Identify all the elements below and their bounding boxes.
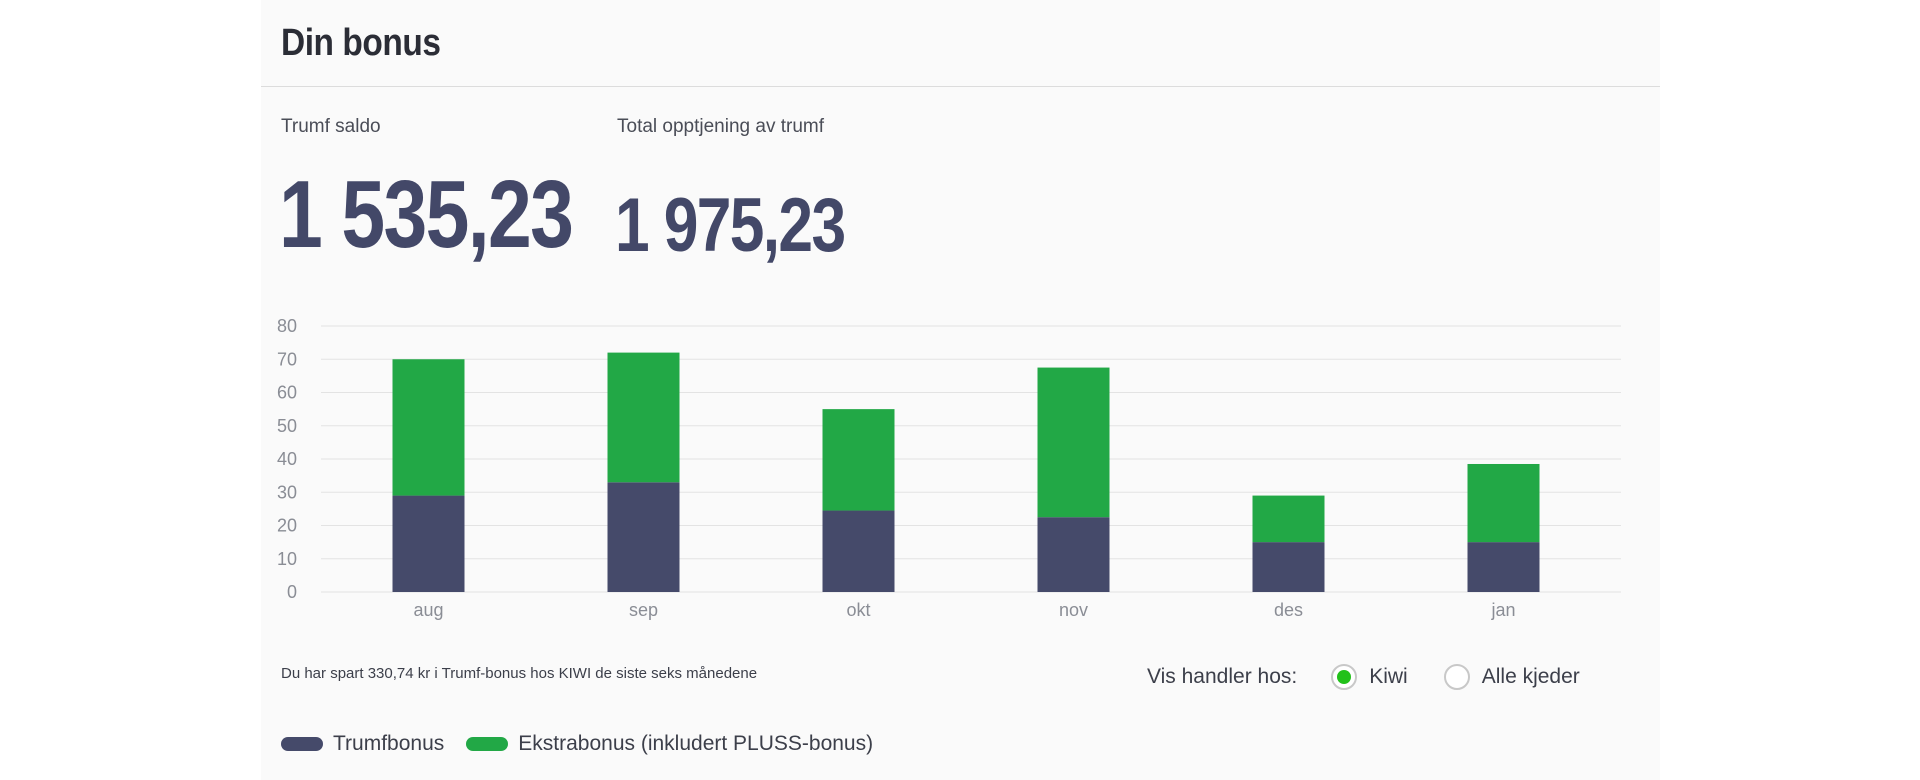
radio-alle-kjeder[interactable]: Alle kjeder [1443,664,1580,690]
y-tick-label: 0 [287,582,297,602]
bar-trumfbonus-jan [1467,542,1540,592]
stacked-bar-chart: 0 10 20 30 40 50 60 70 80 aug sep okt nov des jan [277,316,1621,620]
x-tick-label: aug [413,600,443,620]
y-tick-label: 70 [277,349,297,369]
radio-circle-icon [1443,664,1470,690]
savings-footnote: Du har spart 330,74 kr i Trumf-bonus hos… [281,665,758,682]
radio-selected-dot-icon [1337,670,1352,684]
page-title: Din bonus [281,22,441,64]
bar-trumfbonus-aug [392,495,465,592]
y-tick-label: 10 [277,549,297,569]
legend-item-trumfbonus: Trumfbonus [281,732,444,756]
legend-label-ekstrabonus: Ekstrabonus (inkludert PLUSS-bonus) [518,732,874,755]
radio-label-kiwi: Kiwi [1369,665,1408,688]
x-tick-label: okt [846,600,870,620]
filter-label: Vis handler hos: [1147,665,1298,688]
saldo-label: Trumf saldo [281,116,381,137]
y-tick-label: 20 [277,516,297,536]
y-tick-label: 60 [277,383,297,403]
bar-trumfbonus-okt [822,510,895,592]
x-tick-label: nov [1059,600,1088,620]
x-tick-label: sep [629,600,658,620]
bar-ekstrabonus-sep [607,352,680,483]
radio-unselected-dot-icon [1450,670,1464,684]
pill-swatch-green-icon [466,737,509,751]
bar-ekstrabonus-nov [1037,367,1110,518]
bar-ekstrabonus-aug [392,359,465,496]
x-tick-label: des [1274,600,1303,620]
saldo-value: 1 535,23 [279,161,574,268]
radio-label-alle-kjeder: Alle kjeder [1481,665,1580,688]
radio-kiwi[interactable]: Kiwi [1331,664,1408,690]
x-tick-label: jan [1490,600,1515,620]
bar-trumfbonus-sep [607,482,680,592]
chart-legend: Trumfbonus Ekstrabonus (inkludert PLUSS-… [281,732,895,756]
y-tick-label: 50 [277,416,297,436]
bar-ekstrabonus-des [1252,495,1325,543]
legend-label-trumfbonus: Trumfbonus [333,732,445,755]
y-tick-label: 30 [277,482,297,502]
bar-trumfbonus-nov [1037,517,1110,592]
pill-swatch-navy-icon [281,737,323,751]
total-label: Total opptjening av trumf [617,116,825,137]
legend-item-ekstrabonus: Ekstrabonus (inkludert PLUSS-bonus) [466,732,873,756]
total-value: 1 975,23 [615,183,846,268]
bonus-panel: Din bonus Trumf saldo Total opptjening a… [261,0,1660,780]
radio-circle-icon [1331,664,1358,690]
bar-ekstrabonus-okt [822,409,895,511]
y-tick-label: 80 [277,316,297,336]
y-tick-label: 40 [277,449,297,469]
bar-trumfbonus-des [1252,542,1325,592]
bar-ekstrabonus-jan [1467,463,1540,543]
store-filter: Vis handler hos: Kiwi Alle kjeder [1147,660,1616,694]
header: Din bonus [261,0,1660,87]
